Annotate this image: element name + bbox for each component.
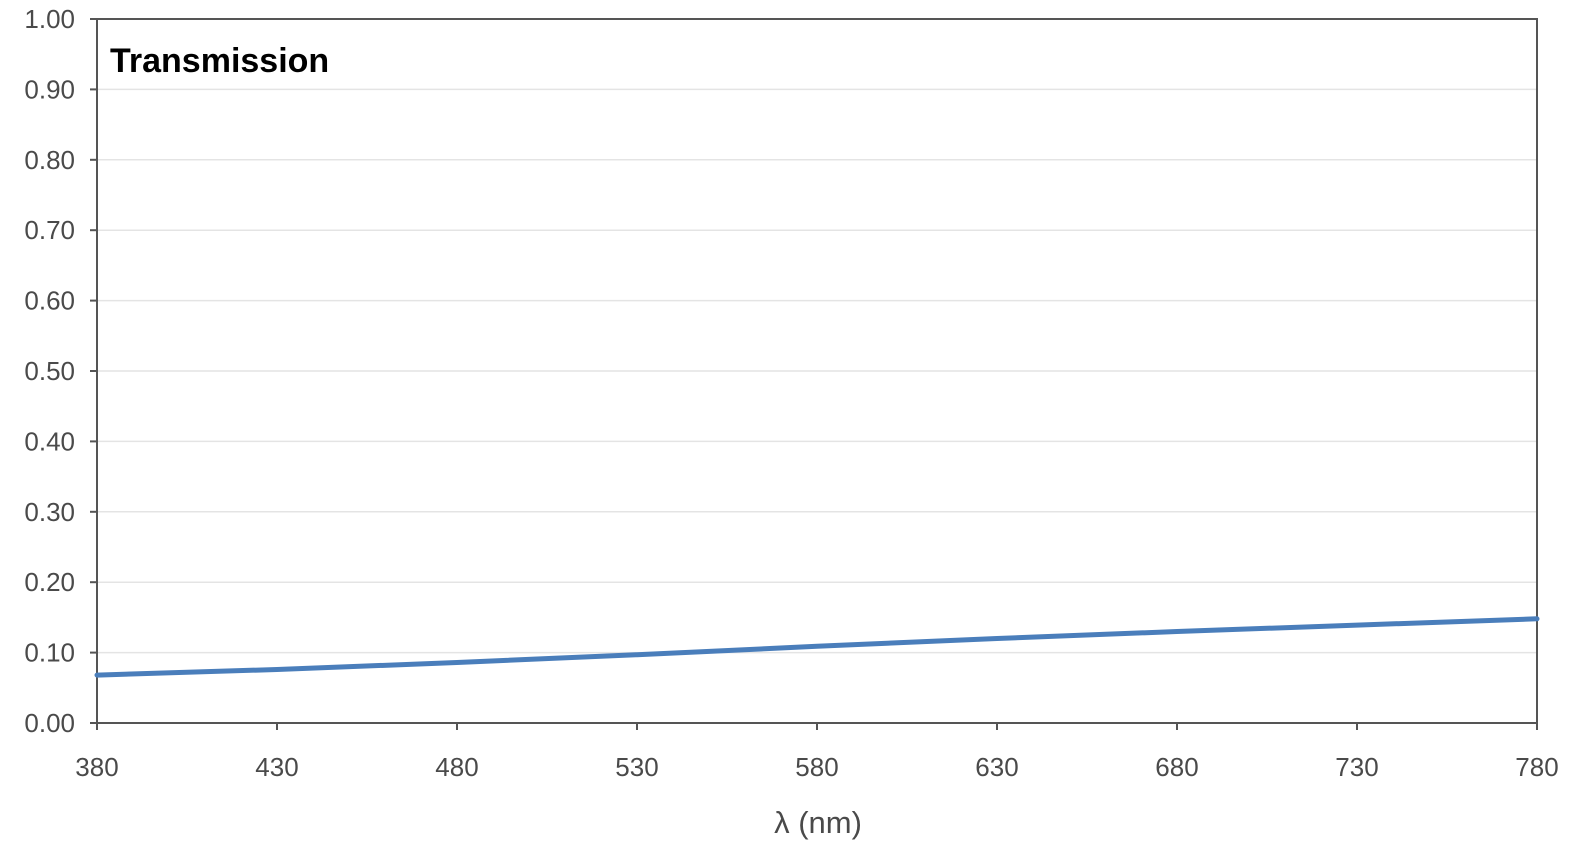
y-tick-label: 0.20 bbox=[24, 567, 75, 597]
x-tick-label: 580 bbox=[795, 752, 838, 782]
x-tick-label: 730 bbox=[1335, 752, 1378, 782]
y-tick-label: 0.50 bbox=[24, 356, 75, 386]
x-tick-label: 530 bbox=[615, 752, 658, 782]
transmission-series-line bbox=[94, 616, 1540, 678]
y-axis: 0.00 0.10 0.20 0.30 0.40 0.50 0.60 0.70 0.80 0.90… bbox=[24, 4, 97, 738]
y-tick-label: 0.10 bbox=[24, 638, 75, 668]
y-tick-label: 0.30 bbox=[24, 497, 75, 527]
y-tick-label: 0.00 bbox=[24, 708, 75, 738]
y-tick-label: 0.80 bbox=[24, 145, 75, 175]
y-tick-label: 0.40 bbox=[24, 426, 75, 456]
y-tick-label: 0.70 bbox=[24, 215, 75, 245]
x-tick-label: 430 bbox=[255, 752, 298, 782]
x-tick-label: 380 bbox=[75, 752, 118, 782]
grid-layer bbox=[97, 88, 1537, 654]
y-tick-label: 0.90 bbox=[24, 74, 75, 104]
x-tick-label: 780 bbox=[1515, 752, 1558, 782]
x-axis: 380 430 480 530 580 630 680 730 780 bbox=[75, 723, 1559, 782]
chart-title: Transmission bbox=[110, 42, 329, 80]
x-tick-label: 680 bbox=[1155, 752, 1198, 782]
x-tick-label: 480 bbox=[435, 752, 478, 782]
x-tick-label: 630 bbox=[975, 752, 1018, 782]
y-tick-label: 0.60 bbox=[24, 286, 75, 316]
series-layer bbox=[94, 616, 1540, 678]
y-tick-label: 1.00 bbox=[24, 4, 75, 34]
x-axis-title: λ (nm) bbox=[774, 805, 862, 840]
